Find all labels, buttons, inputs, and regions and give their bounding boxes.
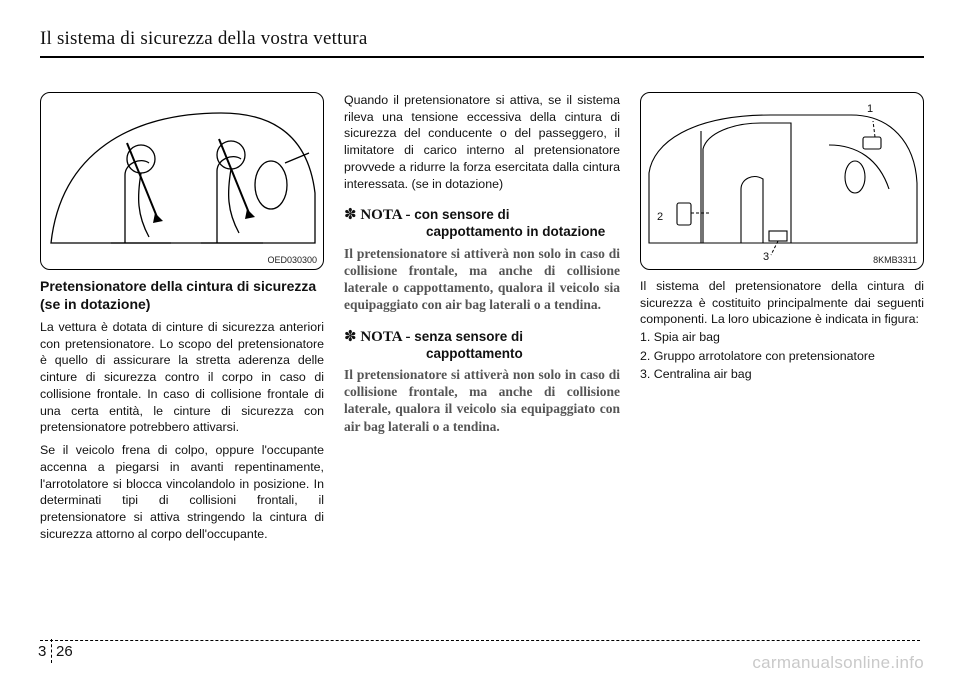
list-item: 2. Gruppo arrotolatore con pretensionato…: [640, 347, 924, 366]
subheading-pretensioner: Pretensionatore della cintura di sicurez…: [40, 278, 324, 313]
chapter-number: 3: [38, 643, 46, 660]
paragraph: Se il veicolo frena di colpo, oppure l'o…: [40, 442, 324, 542]
paragraph: Quando il pretensionatore si attiva, se …: [344, 92, 620, 192]
columns: OED030300 Pretensionatore della cintura …: [40, 92, 924, 543]
note-body: Il pretensionatore si attiverà non solo …: [344, 245, 620, 314]
figure1-code: OED030300: [267, 255, 317, 265]
figure2-code: 8KMB3311: [873, 255, 917, 265]
paragraph: La vettura è dotata di cinture di sicure…: [40, 319, 324, 436]
note-condition-line2: cappottamento: [344, 346, 620, 362]
figure2-svg: [641, 93, 925, 271]
page: Il sistema di sicurezza della vostra vet…: [0, 0, 960, 689]
legend-number-3: 3: [763, 251, 769, 263]
figure1-svg: [41, 93, 325, 271]
note-condition-line2: cappottamento in dotazione: [344, 224, 620, 240]
list-item: 3. Centralina air bag: [640, 365, 924, 384]
note-symbol: ✽: [344, 207, 360, 223]
note-label: NOTA -: [360, 207, 410, 223]
note-heading-rollover: ✽ NOTA - con sensore di cappottamento in…: [344, 206, 620, 240]
note-condition-line1: senza sensore di: [414, 329, 523, 344]
list-item: 1. Spia air bag: [640, 328, 924, 347]
figure-seatbelt-pretensioner: OED030300: [40, 92, 324, 270]
column-2: Quando il pretensionatore si attiva, se …: [344, 92, 620, 543]
note-condition-line1: con sensore di: [414, 207, 509, 222]
page-number: 26: [56, 643, 73, 660]
watermark: carmanualsonline.info: [752, 653, 924, 673]
paragraph: Il sistema del pretensionatore della cin…: [640, 278, 924, 328]
note-symbol: ✽: [344, 329, 360, 345]
legend-number-2: 2: [657, 211, 663, 223]
column-3: 1 2 3 8KMB3311 Il sistema del pretension…: [640, 92, 924, 543]
column-1: OED030300 Pretensionatore della cintura …: [40, 92, 324, 543]
running-header: Il sistema di sicurezza della vostra vet…: [40, 28, 924, 58]
note-label: NOTA -: [360, 329, 410, 345]
note-heading-no-rollover: ✽ NOTA - senza sensore di cappottamento: [344, 328, 620, 362]
note-body: Il pretensionatore si attiverà non solo …: [344, 366, 620, 435]
legend-number-1: 1: [867, 103, 873, 115]
figure-components: 1 2 3 8KMB3311: [640, 92, 924, 270]
